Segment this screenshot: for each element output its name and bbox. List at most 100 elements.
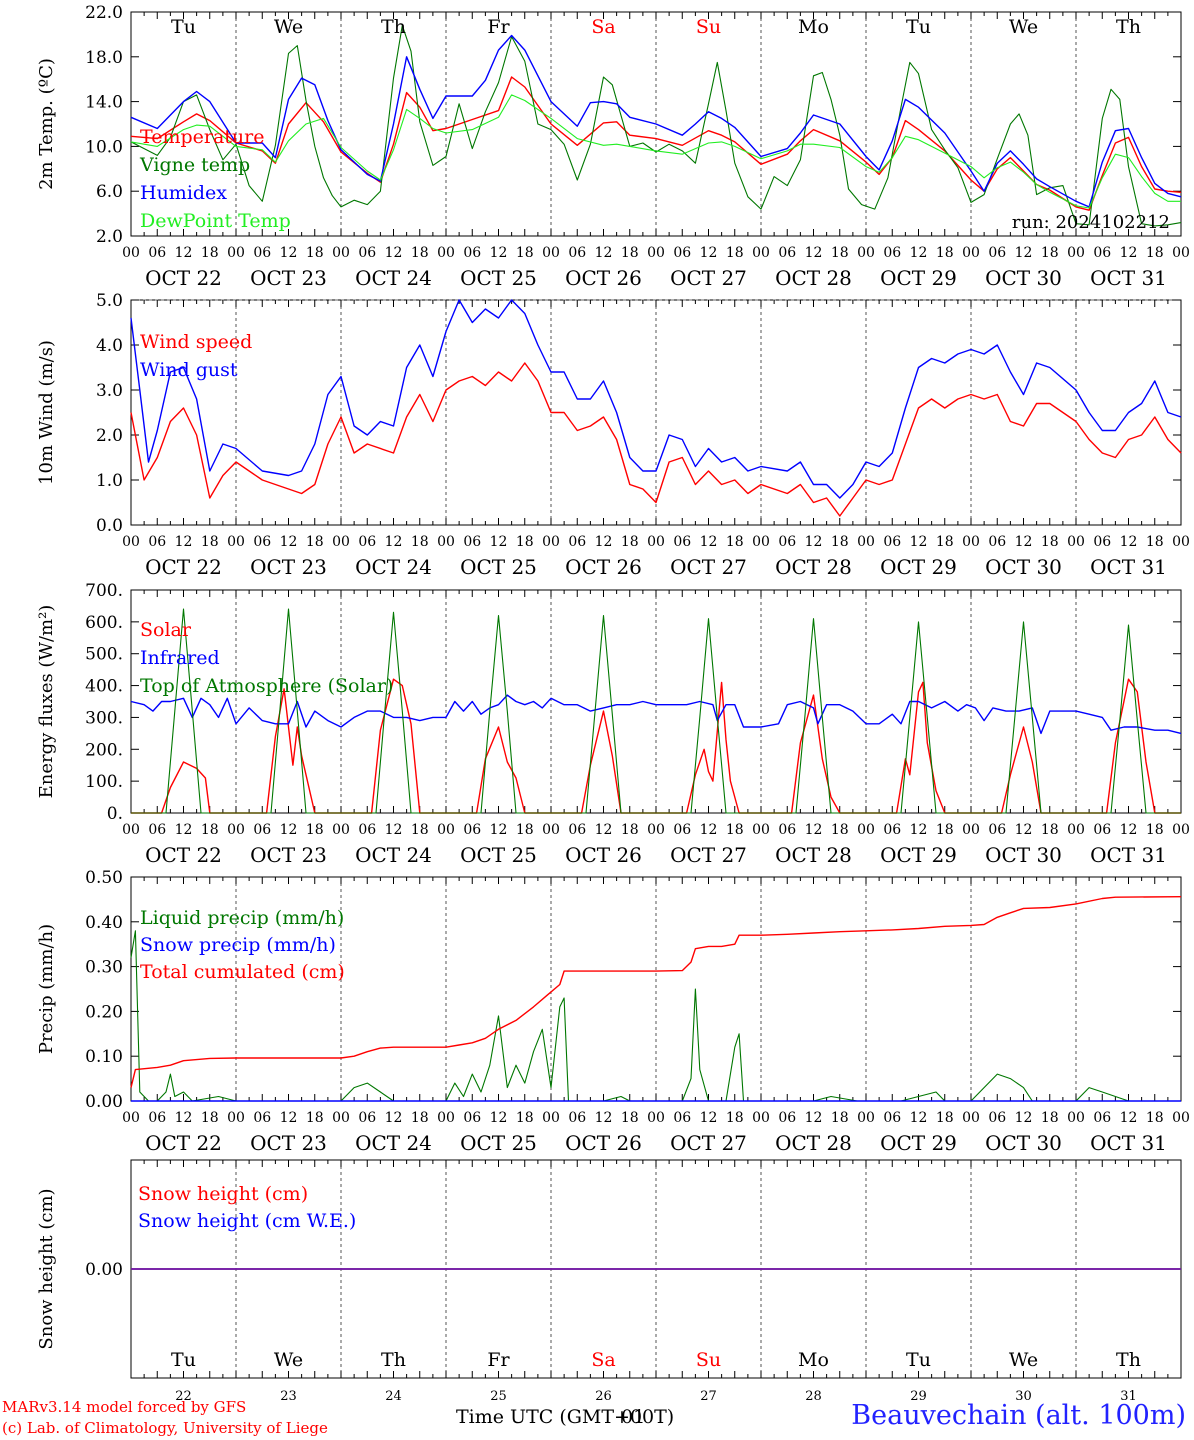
hour-tick-label: 06 — [148, 822, 166, 838]
hour-tick-label: 06 — [148, 245, 166, 261]
x-axis-title: Time UTC (GMT+00T) 01 — [456, 1406, 674, 1428]
date-label: OCT 29 — [880, 1131, 957, 1155]
hour-tick-label: 12 — [490, 822, 508, 838]
legend-entry: Wind speed — [140, 331, 252, 353]
y-tick-label: 6.0 — [96, 182, 123, 202]
station-name: Beauvechain (alt. 100m) — [851, 1400, 1186, 1431]
hour-tick-label: 06 — [673, 534, 691, 550]
date-label: OCT 31 — [1090, 843, 1167, 867]
series-line — [130, 34, 1182, 208]
y-tick-label: 0.00 — [85, 1092, 123, 1112]
y-tick-label: 500. — [85, 645, 123, 665]
hour-tick-label: 06 — [883, 822, 901, 838]
credit-lab: (c) Lab. of Climatology, University of L… — [2, 1419, 328, 1437]
hour-tick-label: 00 — [647, 534, 665, 550]
hour-tick-label: 00 — [1172, 1110, 1190, 1126]
hour-tick-label: 00 — [1172, 534, 1190, 550]
hour-tick-label: 06 — [463, 822, 481, 838]
day-number-label: 26 — [595, 1389, 612, 1404]
hour-tick-label: 06 — [988, 534, 1006, 550]
hour-tick-label: 12 — [910, 245, 928, 261]
y-tick-label: 0.30 — [85, 958, 123, 978]
hour-tick-label: 00 — [542, 534, 560, 550]
day-number-label: 31 — [1120, 1389, 1137, 1404]
legend-entry: Infrared — [140, 647, 220, 669]
hour-tick-label: 18 — [1146, 1110, 1164, 1126]
hour-tick-label: 18 — [516, 1110, 534, 1126]
date-label: OCT 25 — [460, 843, 537, 867]
hour-tick-label: 00 — [227, 245, 245, 261]
hour-tick-label: 06 — [463, 245, 481, 261]
hour-tick-label: 00 — [227, 822, 245, 838]
y-tick-label: 200. — [85, 740, 123, 760]
hour-tick-label: 06 — [883, 1110, 901, 1126]
hour-tick-label: 12 — [595, 245, 613, 261]
hour-tick-label: 18 — [831, 822, 849, 838]
day-number-label: 23 — [280, 1389, 297, 1404]
hour-tick-label: 12 — [805, 1110, 823, 1126]
hour-tick-label: 12 — [490, 1110, 508, 1126]
hour-tick-label: 12 — [910, 534, 928, 550]
hour-tick-label: 00 — [332, 534, 350, 550]
hour-tick-label: 18 — [411, 822, 429, 838]
hour-tick-label: 12 — [385, 534, 403, 550]
y-tick-label: 0. — [107, 804, 123, 824]
date-label: OCT 24 — [355, 266, 432, 290]
hour-tick-label: 12 — [175, 1110, 193, 1126]
hour-tick-label: 18 — [516, 822, 534, 838]
hour-tick-label: 12 — [385, 245, 403, 261]
date-label: OCT 22 — [145, 266, 222, 290]
day-number-label: 28 — [805, 1389, 822, 1404]
hour-tick-label: 18 — [621, 822, 639, 838]
y-tick-label: 2.0 — [96, 426, 123, 446]
hour-tick-label: 12 — [700, 1110, 718, 1126]
hour-tick-label: 12 — [595, 1110, 613, 1126]
hour-tick-label: 12 — [175, 822, 193, 838]
hour-tick-label: 12 — [910, 1110, 928, 1126]
hour-tick-label: 00 — [962, 245, 980, 261]
hour-tick-label: 06 — [568, 245, 586, 261]
hour-tick-label: 06 — [358, 822, 376, 838]
hour-tick-label: 18 — [1146, 534, 1164, 550]
legend-entry: DewPoint Temp — [140, 210, 291, 232]
hour-tick-label: 06 — [988, 822, 1006, 838]
series-line — [131, 608, 1181, 814]
day-label: Th — [1116, 16, 1141, 38]
hour-tick-label: 18 — [1146, 245, 1164, 261]
hour-tick-label: 00 — [962, 822, 980, 838]
hour-tick-label: 06 — [883, 245, 901, 261]
hour-tick-label: 12 — [595, 534, 613, 550]
x-axis-title-overlap: 01 — [621, 1406, 646, 1428]
date-label: OCT 31 — [1090, 266, 1167, 290]
y-tick-label: 0.00 — [85, 1260, 123, 1280]
hour-tick-label: 12 — [280, 534, 298, 550]
hour-tick-label: 12 — [280, 822, 298, 838]
hour-tick-label: 18 — [411, 534, 429, 550]
day-label: We — [1009, 1349, 1038, 1371]
hour-tick-label: 12 — [700, 534, 718, 550]
date-label: OCT 24 — [355, 555, 432, 579]
hour-tick-label: 12 — [1120, 1110, 1138, 1126]
hour-tick-label: 00 — [332, 1110, 350, 1126]
hour-tick-label: 18 — [936, 245, 954, 261]
hour-tick-label: 12 — [385, 1110, 403, 1126]
hour-tick-label: 06 — [463, 534, 481, 550]
hour-tick-label: 18 — [201, 534, 219, 550]
y-axis-label: Snow height (cm) — [36, 1188, 57, 1349]
date-label: OCT 27 — [670, 266, 747, 290]
date-label: OCT 25 — [460, 266, 537, 290]
hour-tick-label: 18 — [936, 822, 954, 838]
day-number-label: 27 — [700, 1389, 717, 1404]
hour-tick-label: 00 — [1067, 534, 1085, 550]
hour-tick-label: 06 — [568, 1110, 586, 1126]
panel-1 — [130, 11, 1182, 237]
y-tick-label: 22.0 — [85, 3, 123, 23]
day-label: We — [274, 1349, 303, 1371]
hour-tick-label: 00 — [437, 245, 455, 261]
legend-entry: Temperature — [140, 126, 264, 148]
hour-tick-label: 06 — [148, 1110, 166, 1126]
legend-entry: Vigne temp — [139, 154, 250, 176]
y-tick-label: 4.0 — [96, 336, 123, 356]
y-tick-label: 1.0 — [96, 471, 123, 491]
date-label: OCT 25 — [460, 1131, 537, 1155]
